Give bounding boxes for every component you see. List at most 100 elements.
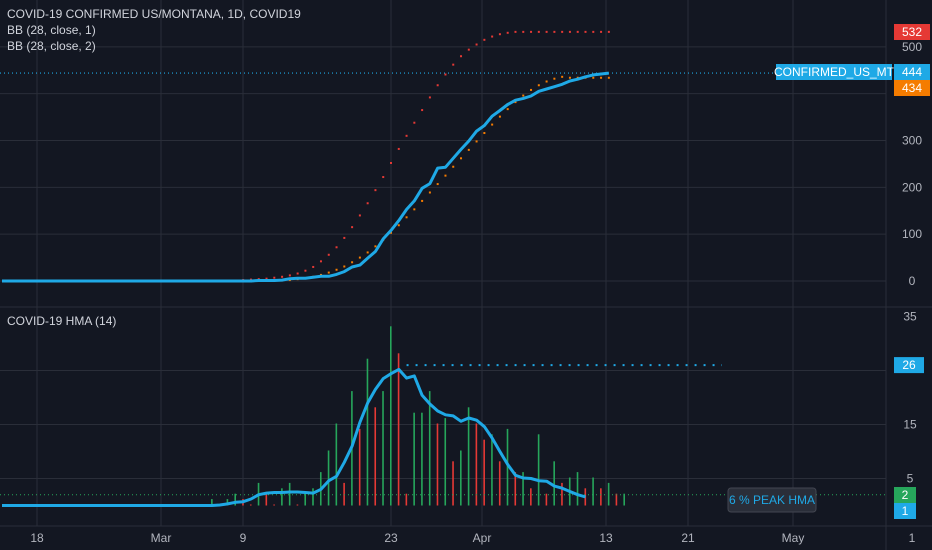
daily-bar: [537, 434, 540, 506]
daily-bar: [390, 326, 392, 506]
daily-bar: [273, 504, 275, 506]
daily-bar: [211, 499, 213, 506]
bb-lower-dot: [514, 101, 517, 104]
daily-bar: [436, 423, 439, 506]
bb-upper-dot: [592, 30, 595, 33]
bb-upper-dot: [506, 31, 509, 34]
x-tick-label: 1: [909, 531, 916, 545]
bb-lower-dot: [607, 76, 610, 79]
bb-upper-dot: [607, 30, 610, 33]
daily-bar: [296, 504, 299, 506]
bb-upper-dot: [576, 30, 579, 33]
bb-upper-dot: [498, 33, 501, 36]
daily-bar: [576, 472, 579, 506]
daily-bar: [553, 461, 555, 506]
series-name-tag: CONFIRMED_US_MT: [774, 65, 895, 79]
bb-upper-dot: [568, 30, 571, 33]
bb-upper-dot: [358, 214, 361, 217]
daily-bar: [335, 423, 338, 506]
bb-lower-dot: [506, 108, 509, 111]
daily-bar: [514, 472, 517, 506]
bb-lower-dot: [491, 123, 494, 126]
hma-tag-hma: 1: [902, 504, 909, 518]
daily-bar: [226, 499, 229, 506]
bb-upper-dot: [561, 30, 564, 33]
bb-upper-dot: [265, 277, 268, 280]
bb-upper-dot: [522, 30, 525, 33]
bb-lower-dot: [467, 148, 470, 151]
x-tick-label: May: [782, 531, 805, 545]
price-y-tick: 100: [902, 227, 922, 241]
peak-annotation-box: [727, 487, 817, 513]
hma-tag-current-bg: [894, 487, 916, 503]
bb-lower-dot: [444, 174, 447, 177]
bb-upper-dot: [428, 96, 431, 99]
tags: 6 % PEAK HMA 532 CONFIRMED_US_MT 444 434 26 2 1: [727, 24, 930, 519]
daily-bar: [444, 418, 447, 506]
hma-tag-current: 2: [902, 488, 909, 502]
bb-lower-dot: [530, 88, 533, 91]
bb-upper-dot: [366, 202, 369, 205]
bb-upper-dot: [584, 30, 587, 33]
price-tag-upper-bg: [894, 24, 930, 40]
bb-lower-dot: [600, 76, 603, 79]
bb-upper-dot: [343, 236, 346, 239]
bb-lower-dot: [374, 245, 377, 248]
bb-lower-dot: [553, 77, 556, 80]
daily-bar: [615, 493, 618, 506]
bb-lower-dot: [390, 231, 392, 234]
daily-bar: [405, 493, 408, 506]
daily-bar: [545, 493, 548, 506]
bb-lower-dot: [568, 76, 571, 79]
bb-upper-dot: [319, 260, 322, 263]
daily-bar: [600, 488, 602, 506]
bb-lower-dot: [483, 132, 486, 135]
bb2-legend: BB (28, close, 2): [7, 39, 96, 53]
confirmed-line: [2, 71, 609, 283]
x-tick-label: 13: [599, 531, 613, 545]
bb-upper-dot: [296, 272, 299, 275]
bb-upper-dot: [351, 226, 354, 229]
bb-upper-dot: [281, 275, 284, 278]
bb-upper-dot: [312, 265, 315, 268]
hma-y-tick: 15: [903, 418, 917, 432]
daily-bar: [460, 450, 462, 506]
daily-bar: [265, 493, 268, 506]
price-y-tick: 0: [909, 274, 916, 288]
daily-bar: [452, 461, 454, 506]
daily-bar: [592, 477, 594, 506]
daily-bar: [467, 407, 470, 506]
x-tick-label: 9: [240, 531, 247, 545]
price-y-tick: 200: [902, 180, 922, 194]
bb-upper-dot: [304, 269, 307, 272]
bb-upper-dot: [397, 147, 400, 150]
daily-bar: [483, 439, 485, 506]
daily-bar: [397, 353, 400, 506]
bb-upper-dot: [483, 38, 486, 41]
daily-bar: [358, 428, 361, 506]
bb-upper-dot: [335, 246, 338, 249]
bb-upper-dot: [273, 276, 276, 279]
bb-upper-dot: [491, 35, 494, 38]
daily-bar: [366, 358, 369, 506]
hma-tag-peak-bg: [894, 357, 924, 374]
bb-upper-dot: [288, 274, 291, 277]
hma-line: [2, 367, 586, 507]
hma-tag-hma-bg: [894, 503, 916, 519]
price-y-tick: 300: [902, 134, 922, 148]
daily-bar: [530, 488, 532, 506]
daily-bar: [249, 504, 252, 506]
daily-bar: [413, 412, 415, 506]
series-name-tag-bg: [776, 64, 892, 80]
bb-lower-dot: [498, 115, 501, 118]
bb-upper-dot: [537, 30, 540, 33]
hma-legend: COVID-19 HMA (14): [7, 314, 117, 328]
bb-upper-dot: [475, 43, 478, 46]
daily-bar: [491, 434, 493, 506]
price-tag-last: 444: [902, 65, 922, 79]
x-tick-label: Mar: [151, 531, 172, 545]
bb-upper-dot: [327, 253, 330, 256]
peak-annotation-text: 6 % PEAK HMA: [729, 493, 815, 507]
